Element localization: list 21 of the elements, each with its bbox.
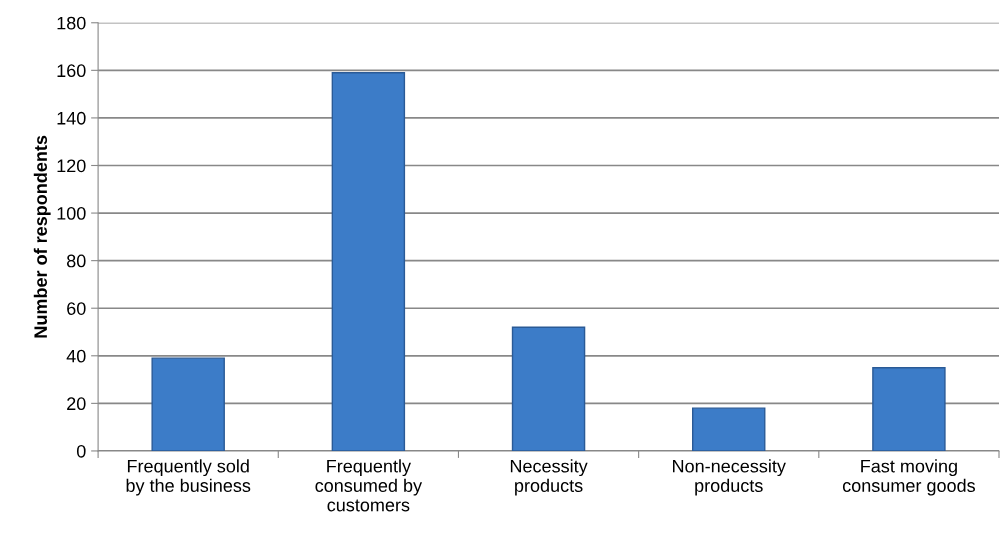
y-tick-label: 160 xyxy=(57,64,86,78)
bar xyxy=(331,72,406,451)
bar xyxy=(151,357,225,451)
y-tick-label: 180 xyxy=(57,16,86,30)
y-axis-title: Number of respondents xyxy=(33,135,51,338)
y-tick-label: 20 xyxy=(67,397,86,411)
x-tick-label: Frequently consumed by customers xyxy=(315,459,423,512)
y-tick-label: 80 xyxy=(67,254,86,268)
y-tick-label: 140 xyxy=(57,111,86,125)
bar xyxy=(691,407,766,451)
bar xyxy=(872,366,946,451)
x-tick-label: Non-necessity products xyxy=(673,459,786,496)
x-tick-label: Fast moving consumer goods xyxy=(842,459,975,496)
y-tick-label: 0 xyxy=(76,444,86,458)
bar xyxy=(511,326,586,451)
y-tick-label: 120 xyxy=(57,159,86,173)
y-tick-label: 60 xyxy=(67,302,86,315)
y-tick-label: 40 xyxy=(66,349,86,363)
x-tick-label: Necessity products xyxy=(510,459,588,496)
y-tick-label: 100 xyxy=(57,207,86,220)
x-tick-label: Frequently sold by the business xyxy=(126,459,251,496)
